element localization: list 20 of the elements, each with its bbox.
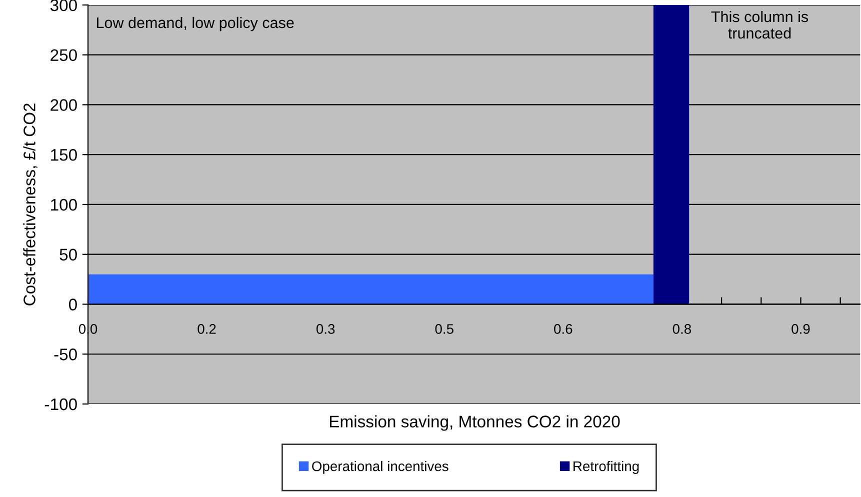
x-axis-title: Emission saving, Mtonnes CO2 in 2020 — [330, 415, 620, 431]
x-tick-label: 0.6 — [554, 324, 572, 334]
y-tick-label: 100 — [51, 198, 77, 211]
legend-label: Retrofitting — [574, 460, 639, 474]
x-tick-label: 0.2 — [198, 324, 216, 334]
y-tick-label: 0 — [68, 298, 77, 310]
y-tick-label: 50 — [60, 248, 77, 261]
x-tick-label: 0.9 — [792, 324, 810, 334]
y-tick-label: 200 — [50, 99, 77, 111]
y-axis-title: Cost-effectiveness, £/t CO2 — [23, 104, 38, 306]
y-tick-label: 150 — [51, 149, 77, 161]
x-tick-label: 0.5 — [435, 324, 454, 334]
annotation: This column is truncated — [711, 10, 808, 39]
y-tick-label: 250 — [50, 49, 77, 62]
annotation: Low demand, low policy case — [96, 16, 294, 32]
y-tick-label: -100 — [44, 398, 77, 410]
y-tick-label: -50 — [54, 348, 77, 360]
legend-label: Operational incentives — [312, 460, 448, 474]
x-tick-label: 0.3 — [316, 324, 335, 334]
x-tick-label: 0.8 — [672, 324, 692, 334]
